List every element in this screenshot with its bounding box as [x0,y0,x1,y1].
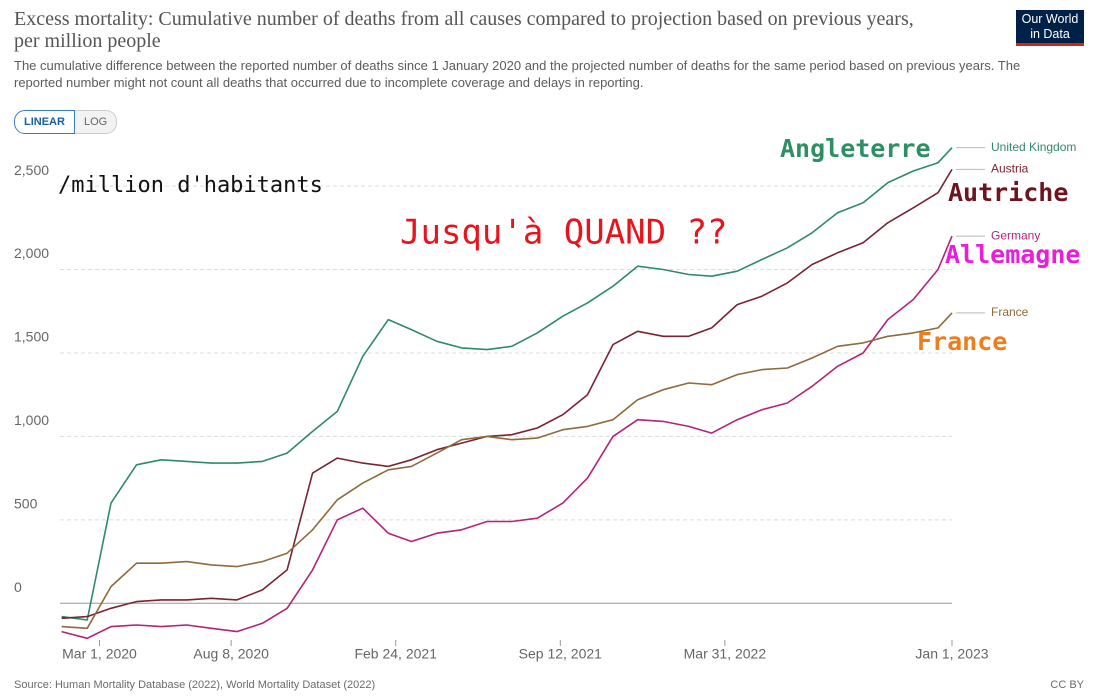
license[interactable]: CC BY [1050,679,1084,691]
log-button[interactable]: LOG [74,110,118,134]
x-tick-label: Sep 12, 2021 [519,646,603,662]
chart-subtitle: The cumulative difference between the re… [14,58,1021,90]
annotation: France [917,327,1007,356]
series-line [61,147,953,621]
chart-title: Excess mortality: Cumulative number of d… [14,8,914,52]
legend-label: Germany [991,228,1040,242]
linear-button[interactable]: LINEAR [14,110,75,134]
annotation: Autriche [948,178,1068,207]
series-line [61,235,953,640]
logo-line: Our World [1021,12,1079,26]
legend-label: Austria [991,162,1029,176]
x-tick-label: Aug 8, 2020 [193,646,269,662]
scale-toggle: LINEAR LOG [14,110,118,134]
y-tick-label: 2,000 [14,245,49,261]
y-tick-label: 2,500 [14,162,49,178]
legend-label: United Kingdom [991,140,1076,154]
x-tick-label: Mar 31, 2022 [684,646,767,662]
logo-line: in Data [1030,27,1070,41]
y-tick-label: 1,500 [14,329,49,345]
legend-label: France [991,305,1029,319]
annotation: /million d'habitants [58,173,323,198]
logo[interactable]: Our World in Data [1016,10,1084,46]
annotation: Jusqu'à QUAND ?? [400,213,728,253]
y-tick-label: 500 [14,496,38,512]
source-note: Source: Human Mortality Database (2022),… [14,679,376,691]
annotation: Allemagne [945,240,1080,269]
y-tick-label: 0 [14,579,22,595]
y-tick-label: 1,000 [14,412,49,428]
x-tick-label: Jan 1, 2023 [915,646,988,662]
x-tick-label: Mar 1, 2020 [62,646,137,662]
x-tick-label: Feb 24, 2021 [354,646,437,662]
series-line [61,312,953,630]
series-line [61,168,953,620]
annotation: Angleterre [780,134,931,163]
